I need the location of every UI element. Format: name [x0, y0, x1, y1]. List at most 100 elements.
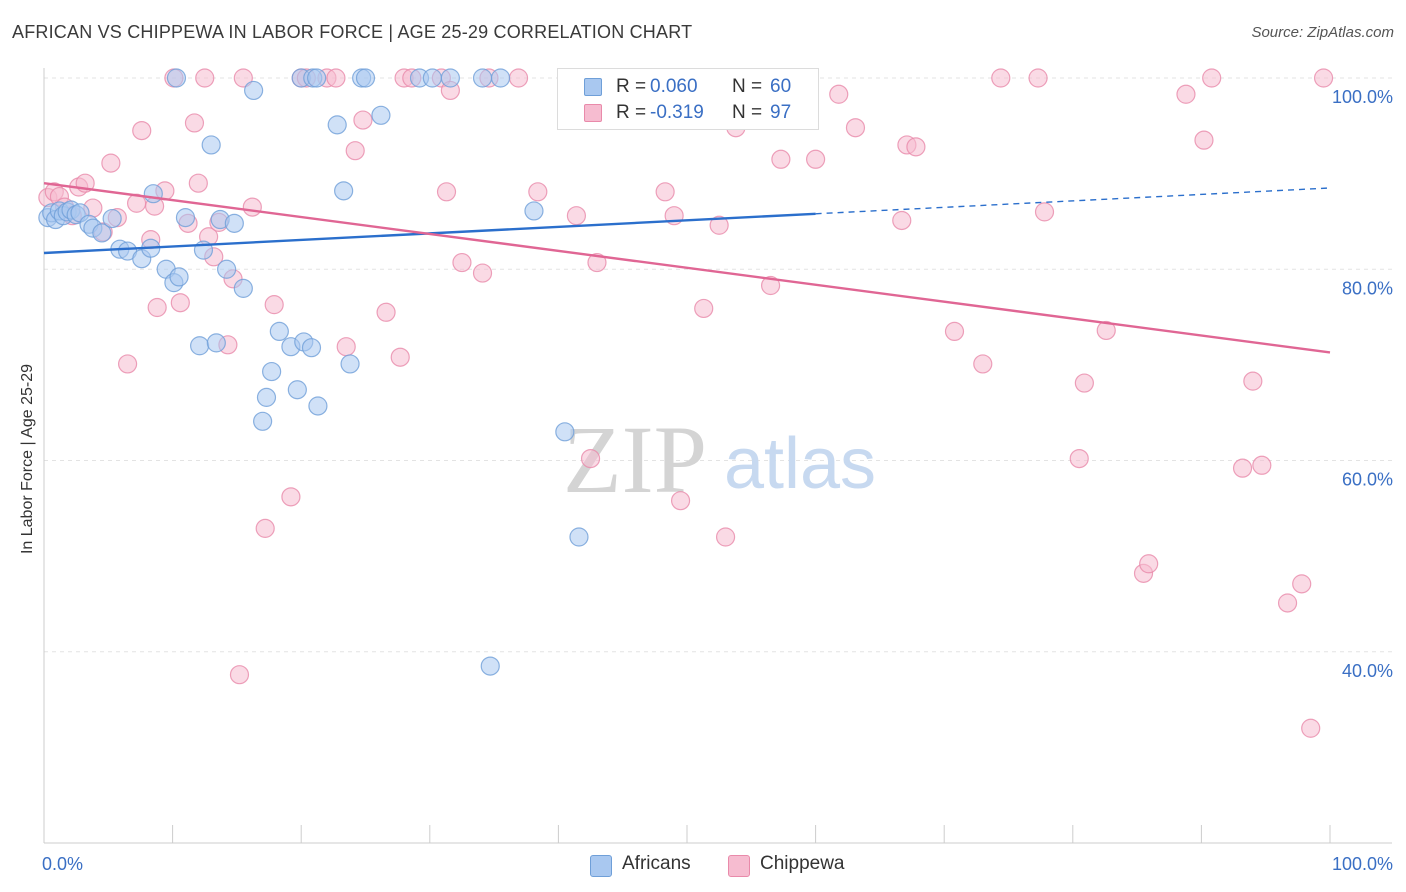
chippewa-point: [1202, 68, 1222, 88]
stats-row-chippewa: R = -0.319 N = 97: [558, 100, 818, 126]
chippewa-point: [117, 354, 138, 374]
grid-lines: [44, 77, 1392, 653]
chippewa-point: [566, 206, 587, 226]
chippewa-point: [1194, 130, 1214, 150]
africans-point: [224, 213, 244, 233]
chippewa-point: [264, 295, 284, 315]
chippewa-point: [580, 448, 601, 469]
africans-point: [253, 411, 273, 431]
chippewa-point: [376, 302, 396, 322]
chippewa-point: [1292, 574, 1312, 594]
chippewa-point: [508, 68, 529, 88]
chippewa-point: [336, 337, 356, 357]
africans-point: [206, 333, 226, 353]
africans-point: [190, 336, 210, 356]
chippewa-point: [709, 215, 729, 235]
chippewa-point: [345, 141, 365, 161]
chippewa-point: [472, 263, 493, 283]
africans-point: [334, 181, 354, 201]
chippewa-point: [255, 518, 275, 538]
chippewa-point: [195, 68, 215, 88]
chippewa-point: [715, 527, 736, 547]
r-label: R =: [616, 76, 647, 97]
chippewa-swatch: [584, 104, 602, 122]
chippewa-point: [694, 298, 714, 319]
africans-point: [490, 68, 511, 88]
chippewa-point: [281, 487, 301, 507]
africans-point: [422, 68, 442, 88]
africans-point: [244, 80, 264, 101]
trend-lines: [43, 181, 1331, 354]
chippewa-point: [670, 491, 691, 511]
chippewa-point: [390, 347, 410, 367]
y-axis-label: In Labor Force | Age 25-29: [19, 363, 36, 555]
legend-label-africans: Africans: [622, 853, 691, 874]
chippewa-point: [1034, 202, 1055, 222]
watermark-atlas: atlas: [724, 424, 876, 504]
chippewa-point: [1252, 455, 1272, 475]
chippewa-point: [1074, 373, 1094, 393]
chippewa-point: [906, 137, 926, 157]
africans-point: [371, 105, 391, 125]
chippewa-point: [101, 153, 121, 173]
y-tick-label: 80.0%: [1342, 278, 1393, 298]
chippewa-point: [170, 293, 190, 313]
chippewa-point: [233, 68, 253, 88]
africans-point: [440, 68, 460, 88]
legend-label-chippewa: Chippewa: [760, 853, 845, 874]
africans-point: [217, 259, 237, 279]
africans-point: [287, 380, 307, 400]
chippewa-point: [1313, 68, 1334, 88]
tick-labels: 40.0% 60.0% 80.0% 100.0% 0.0% 100.0%: [42, 87, 1393, 874]
chippewa-point: [326, 68, 346, 88]
africans-point: [143, 184, 163, 204]
chippewa-point: [771, 149, 791, 169]
africans-swatch: [584, 78, 602, 96]
africans-point: [201, 135, 221, 155]
r-value: 0.060: [650, 76, 698, 97]
africans-point: [555, 422, 575, 442]
chippewa-point: [436, 182, 457, 202]
chippewa-point: [452, 252, 472, 273]
chippewa-point: [1232, 458, 1253, 478]
africans-point: [480, 656, 500, 676]
y-tick-label: 100.0%: [1332, 87, 1393, 107]
chippewa-point: [528, 182, 548, 202]
x-tick-label: 0.0%: [42, 854, 83, 874]
chippewa-point: [147, 297, 167, 318]
x-tick-label: 100.0%: [1332, 854, 1393, 874]
africans-point: [524, 201, 544, 221]
y-tick-label: 60.0%: [1342, 470, 1393, 490]
chart-source: Source: ZipAtlas.com: [1251, 24, 1394, 41]
chippewa-point: [1028, 68, 1048, 88]
chippewa-point: [132, 120, 152, 141]
chart-title: AFRICAN VS CHIPPEWA IN LABOR FORCE | AGE…: [12, 22, 693, 42]
africans-point: [355, 68, 376, 88]
stats-row-africans: R = 0.060 N = 60: [558, 74, 818, 100]
chippewa-point: [229, 665, 250, 685]
chippewa-point: [1069, 448, 1089, 469]
n-label: N =: [732, 76, 763, 97]
africans-point: [262, 361, 282, 382]
chippewa-points: [38, 68, 1334, 738]
chippewa-point: [829, 84, 849, 104]
chippewa-point: [845, 118, 866, 138]
chippewa-point: [184, 113, 205, 133]
chippewa-point: [973, 354, 993, 374]
chippewa-point: [760, 275, 781, 296]
watermark: ZIP atlas: [563, 406, 876, 513]
chippewa-legend-swatch: [728, 855, 750, 877]
africans-point: [166, 68, 187, 88]
chippewa-point: [1243, 371, 1263, 391]
chippewa-point: [1301, 718, 1321, 738]
chippewa-point: [1096, 320, 1116, 341]
r-value: -0.319: [650, 102, 704, 123]
chippewa-point: [242, 197, 262, 217]
africans-point: [327, 115, 347, 135]
chippewa-point: [892, 210, 912, 231]
africans-point: [340, 354, 360, 374]
chippewa-point: [1277, 593, 1298, 613]
chippewa-point: [587, 252, 607, 273]
chippewa-point: [805, 149, 826, 169]
